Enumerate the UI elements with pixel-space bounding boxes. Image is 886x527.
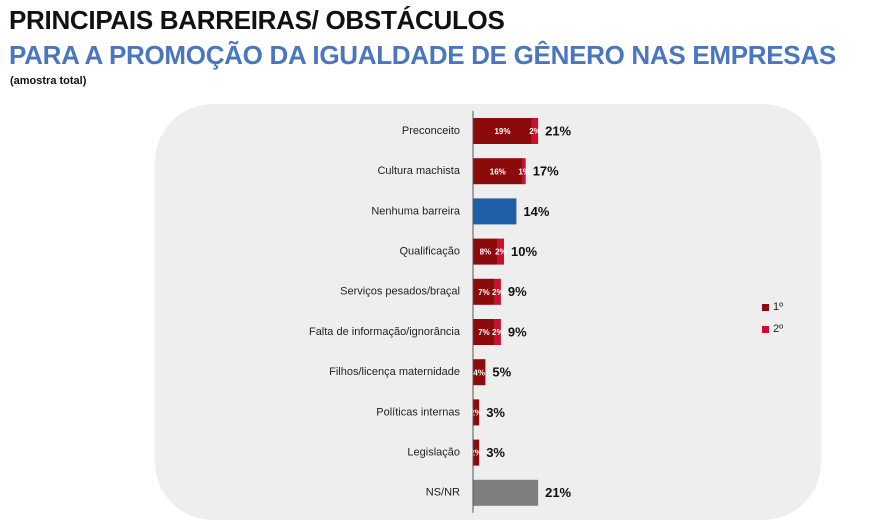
legend-item-second: 2º: [762, 318, 783, 340]
total-label: 17%: [533, 164, 559, 179]
bar-segment-first: [473, 238, 498, 265]
total-label: 9%: [508, 324, 527, 339]
category-label: NS/NR: [426, 487, 460, 499]
chart-title-line2: PARA A PROMOÇÃO DA IGUALDADE DE GÊNERO N…: [9, 40, 836, 70]
segment-label: 2%: [470, 409, 482, 418]
bar-segment-second: [494, 319, 501, 345]
segment-label: 7%: [478, 288, 490, 297]
bar-segment-first: [473, 319, 495, 345]
total-label: 10%: [511, 244, 537, 259]
segment-label: 2%: [492, 288, 504, 297]
category-label: Legislação: [407, 447, 460, 459]
total-label: 21%: [545, 485, 571, 500]
category-label: Qualificação: [399, 246, 460, 258]
segment-label: 8%: [480, 248, 492, 257]
bar-segment-first: [473, 439, 480, 466]
bar-segment-first: [473, 359, 486, 386]
legend: 1º 2º: [762, 296, 783, 340]
total-label: 3%: [486, 405, 505, 420]
segment-label: 2%: [495, 248, 507, 257]
total-label: 5%: [492, 365, 511, 380]
category-label: Preconceito: [402, 125, 460, 137]
segment-label: 4%: [473, 368, 485, 377]
segment-label: 1%: [518, 167, 530, 176]
bar-segment-first: [473, 278, 495, 305]
category-label: Falta de informação/ignorância: [309, 326, 461, 338]
category-label: Filhos/licença maternidade: [329, 366, 460, 378]
segment-label: 2%: [529, 127, 541, 136]
category-label: Nenhuma barreira: [371, 205, 461, 217]
bar-segment-first: [473, 399, 480, 426]
chart-subtitle: (amostra total): [10, 75, 87, 87]
bar-segment-second: [494, 278, 501, 305]
legend-swatch-second: [762, 325, 769, 333]
legend-label-second: 2º: [773, 323, 784, 335]
segment-label: 2%: [492, 328, 504, 337]
bar: [473, 198, 517, 225]
category-label: Cultura machista: [377, 165, 460, 177]
legend-swatch-first: [762, 303, 769, 311]
bar-segment-second: [522, 158, 526, 185]
segment-label: 2%: [470, 449, 482, 458]
category-label: Serviços pesados/braçal: [340, 286, 460, 298]
total-label: 3%: [486, 445, 505, 460]
total-label: 14%: [523, 204, 549, 219]
bar-segment-second: [531, 118, 539, 144]
chart-title: PRINCIPAIS BARREIRAS/ OBSTÁCULOS: [9, 5, 505, 35]
total-label: 9%: [508, 284, 527, 299]
legend-label-first: 1º: [773, 301, 784, 313]
bar-segment-second: [497, 238, 504, 265]
segment-label: 16%: [490, 167, 506, 176]
category-label: Políticas internas: [376, 406, 460, 418]
segment-label: 19%: [494, 127, 510, 136]
bar-segment-first: [473, 158, 523, 185]
segment-label: 7%: [478, 328, 490, 337]
legend-item-first: 1º: [762, 296, 783, 318]
bar: [473, 479, 539, 506]
bar-segment-first: [473, 118, 532, 144]
total-label: 21%: [545, 123, 571, 138]
